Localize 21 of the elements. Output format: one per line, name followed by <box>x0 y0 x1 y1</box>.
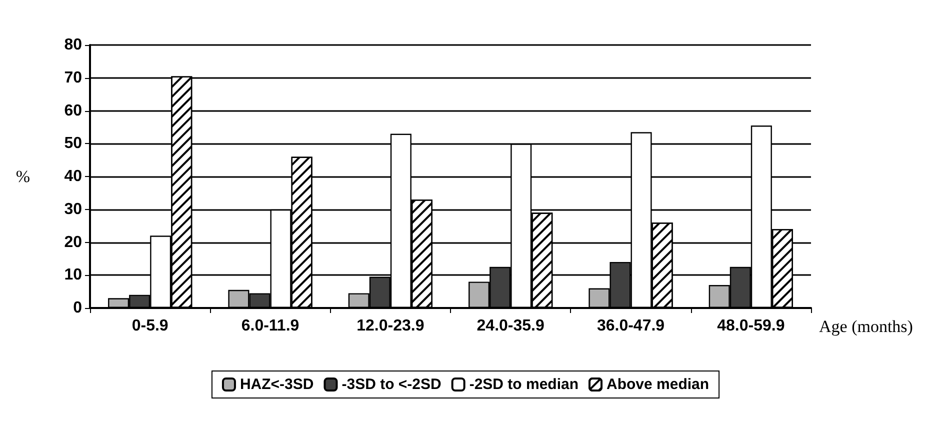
y-tick-label: 0 <box>73 300 82 316</box>
legend-label: -3SD to <-2SD <box>342 376 442 393</box>
x-tick-label: 12.0-23.9 <box>356 318 424 334</box>
y-tick-label: 40 <box>64 168 82 185</box>
y-tick-label: 70 <box>64 69 82 86</box>
legend-label: HAZ<-3SD <box>240 376 314 393</box>
x-tick-label: 6.0-11.9 <box>241 318 300 334</box>
y-tick-label: 10 <box>64 266 82 284</box>
x-tick-label: 24.0-35.9 <box>476 318 544 334</box>
x-axis-title: Age (months) <box>819 317 913 336</box>
y-tick-label: 80 <box>64 36 82 54</box>
y-axis-title: % <box>16 167 30 186</box>
x-tick-label: 48.0-59.9 <box>717 318 785 334</box>
x-tick-label: 0-5.9 <box>132 318 168 334</box>
legend-label: Above median <box>606 376 710 393</box>
x-tick-label: 36.0-47.9 <box>596 318 665 334</box>
y-tick-label: 60 <box>64 102 82 120</box>
legend-label: -2SD to median <box>469 376 579 393</box>
y-tick-label: 20 <box>64 234 82 251</box>
y-tick-label: 30 <box>64 200 82 218</box>
y-tick-label: 50 <box>64 135 82 152</box>
